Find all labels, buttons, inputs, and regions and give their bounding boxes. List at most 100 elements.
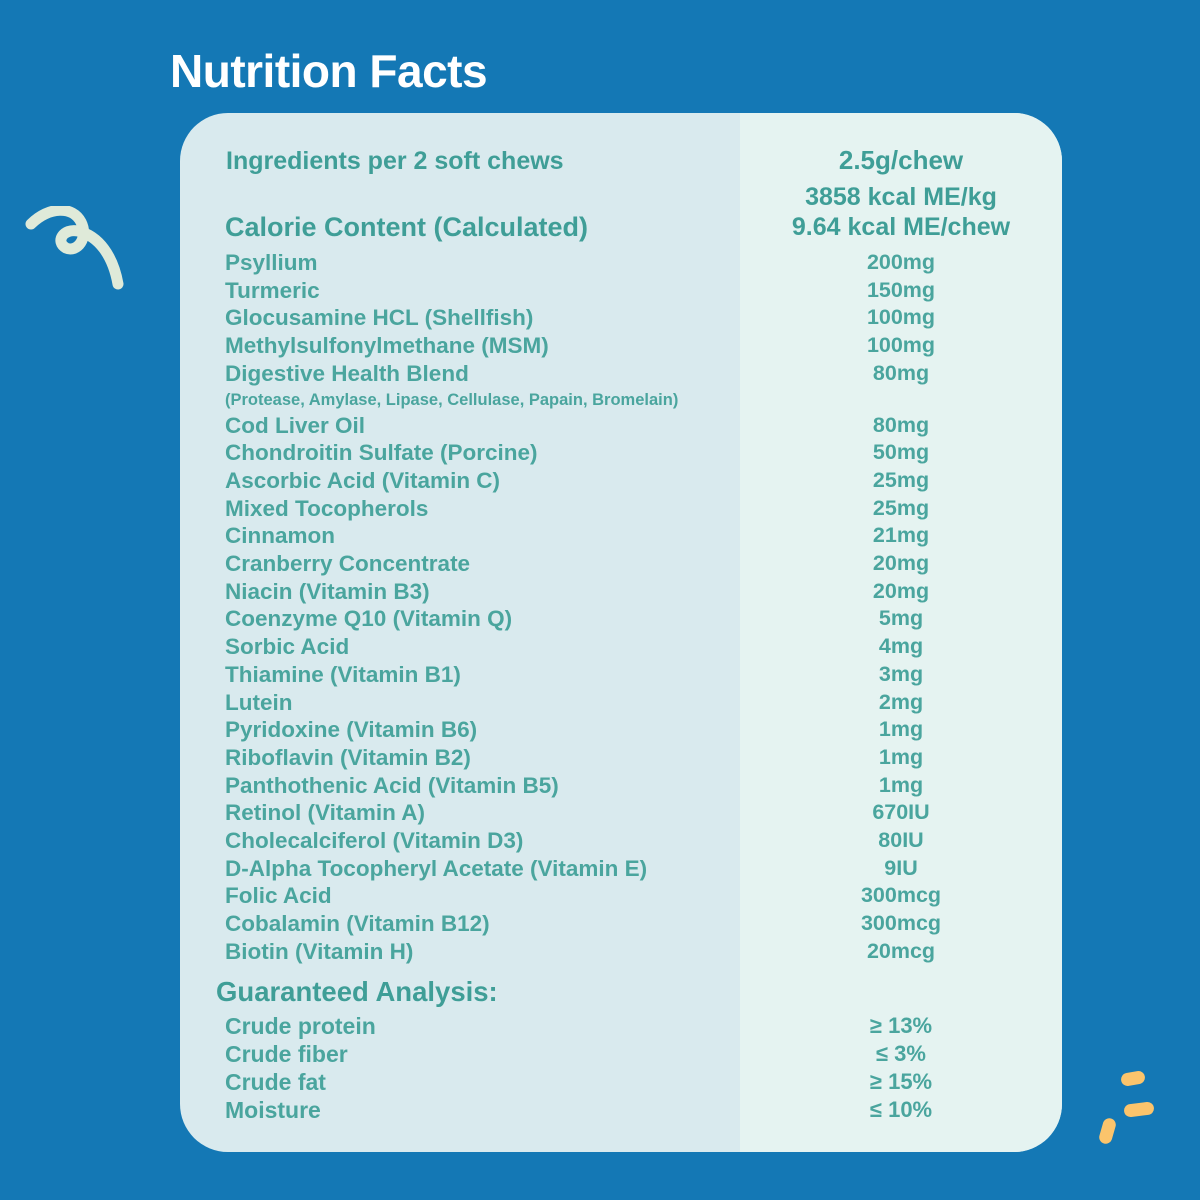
ingredient-note: (Protease, Amylase, Lipase, Cellulase, P… — [225, 390, 679, 409]
row-name: Pyridoxine (Vitamin B6) — [225, 717, 478, 743]
table-row: Cod Liver Oil 80mg — [180, 412, 1062, 440]
row-name: Crude fiber — [225, 1041, 348, 1067]
guaranteed-analysis-table: Crude protein ≥ 13% Crude fiber ≤ 3% Crude f… — [180, 1012, 1062, 1124]
table-row: Riboflavin (Vitamin B2) 1mg — [180, 744, 1062, 772]
table-row: Moisture ≤ 10% — [180, 1096, 1062, 1124]
dash-sparkle-icon — [1097, 1116, 1118, 1146]
row-value: 25mg — [872, 467, 930, 492]
row-name: Cod Liver Oil — [225, 412, 366, 438]
row-name: Moisture — [225, 1097, 321, 1123]
row-value: 50mg — [872, 440, 930, 465]
row-name: Retinol (Vitamin A) — [225, 800, 426, 826]
row-name: Digestive Health Blend — [225, 360, 469, 386]
row-name: Turmeric — [225, 277, 320, 303]
table-row: Lutein 2mg — [180, 689, 1062, 717]
row-name: Niacin (Vitamin B3) — [225, 578, 430, 604]
row-value: 100mg — [866, 333, 936, 358]
table-row: Sorbic Acid 4mg — [180, 633, 1062, 661]
calorie-content-label: Calorie Content (Calculated) — [225, 212, 589, 242]
squiggle-doodle-icon — [25, 206, 124, 290]
row-name: Cholecalciferol (Vitamin D3) — [225, 828, 524, 854]
row-name: Lutein — [225, 689, 293, 715]
row-name: Psyllium — [225, 250, 318, 275]
table-row: Psyllium 200mg — [180, 249, 1062, 277]
row-value: 200mg — [866, 250, 936, 274]
row-name: Glocusamine HCL (Shellfish) — [225, 305, 534, 331]
dash-sparkle-icon — [1120, 1070, 1146, 1087]
table-row: Pyridoxine (Vitamin B6) 1mg — [180, 716, 1062, 744]
row-value: ≤ 3% — [876, 1041, 926, 1066]
row-value: 5mg — [878, 606, 924, 631]
row-value: 20mcg — [866, 938, 936, 963]
table-row: Chondroitin Sulfate (Porcine) 50mg — [180, 439, 1062, 467]
row-value: 80IU — [878, 828, 924, 853]
table-row: Cranberry Concentrate 20mg — [180, 550, 1062, 578]
row-value: 100mg — [866, 305, 936, 330]
row-name: Crude fat — [225, 1069, 326, 1095]
table-row: Cobalamin (Vitamin B12) 300mcg — [180, 910, 1062, 938]
row-value: 1mg — [878, 772, 924, 797]
row-name: Cranberry Concentrate — [225, 551, 471, 577]
ingredients-column-header: Ingredients per 2 soft chews — [226, 147, 564, 175]
row-name: Biotin (Vitamin H) — [225, 938, 414, 964]
kcal-per-kg-value: 3858 kcal ME/kg — [805, 183, 997, 211]
table-row: Cinnamon 21mg — [180, 522, 1062, 550]
guaranteed-analysis-heading: Guaranteed Analysis: — [216, 976, 498, 1007]
row-value: 150mg — [866, 277, 936, 302]
table-row: Niacin (Vitamin B3) 20mg — [180, 578, 1062, 606]
row-name: Folic Acid — [225, 883, 332, 909]
nutrition-card: Ingredients per 2 soft chews 2.5g/chew 3… — [180, 113, 1062, 1152]
table-row: Folic Acid 300mcg — [180, 882, 1062, 910]
row-value: 4mg — [878, 634, 924, 659]
row-value: 2mg — [878, 689, 924, 714]
row-name: Chondroitin Sulfate (Porcine) — [225, 440, 538, 466]
dash-sparkle-icon — [1123, 1101, 1155, 1118]
row-value: ≥ 15% — [869, 1069, 933, 1094]
row-name: Mixed Tocopherols — [225, 495, 429, 521]
row-value: ≤ 10% — [869, 1097, 933, 1122]
row-value: 1mg — [878, 717, 924, 742]
table-row: Methylsulfonylmethane (MSM) 100mg — [180, 332, 1062, 360]
table-row: Coenzyme Q10 (Vitamin Q) 5mg — [180, 605, 1062, 633]
row-name: Panthothenic Acid (Vitamin B5) — [225, 772, 559, 798]
row-value: 80mg — [872, 412, 930, 437]
row-name: Crude protein — [225, 1013, 376, 1039]
table-row: Thiamine (Vitamin B1) 3mg — [180, 661, 1062, 689]
row-name: Sorbic Acid — [225, 634, 350, 660]
row-value: 670IU — [872, 800, 930, 825]
row-name: Cinnamon — [225, 523, 335, 549]
table-row: Cholecalciferol (Vitamin D3) 80IU — [180, 827, 1062, 855]
table-row: D-Alpha Tocopheryl Acetate (Vitamin E) 9I… — [180, 855, 1062, 883]
table-row: Retinol (Vitamin A) 670IU — [180, 799, 1062, 827]
row-value: 1mg — [878, 744, 924, 769]
table-row: Digestive Health Blend 80mg (Protease, Amy… — [180, 360, 1062, 412]
row-name: Thiamine (Vitamin B1) — [225, 661, 461, 687]
row-value: 20mg — [872, 578, 930, 603]
row-name: Methylsulfonylmethane (MSM) — [225, 333, 549, 359]
row-value: 9IU — [884, 855, 918, 880]
values-column-background — [740, 113, 1062, 1152]
row-value: 3mg — [878, 661, 924, 686]
table-row: Crude protein ≥ 13% — [180, 1012, 1062, 1040]
table-row: Mixed Tocopherols 25mg — [180, 495, 1062, 523]
row-name: D-Alpha Tocopheryl Acetate (Vitamin E) — [225, 855, 648, 881]
table-row: Biotin (Vitamin H) 20mcg — [180, 938, 1062, 966]
page-title: Nutrition Facts — [170, 45, 488, 97]
table-row: Glocusamine HCL (Shellfish) 100mg — [180, 304, 1062, 332]
table-row: Crude fat ≥ 15% — [180, 1068, 1062, 1096]
row-name: Riboflavin (Vitamin B2) — [225, 744, 471, 770]
row-value: 25mg — [872, 495, 930, 520]
row-name: Ascorbic Acid (Vitamin C) — [225, 467, 501, 493]
serving-size-value: 2.5g/chew — [838, 145, 964, 175]
table-row: Turmeric 150mg — [180, 277, 1062, 305]
row-value: 20mg — [872, 551, 930, 576]
row-value: 80mg — [872, 360, 930, 385]
kcal-per-chew-value: 9.64 kcal ME/chew — [791, 213, 1011, 241]
table-row: Ascorbic Acid (Vitamin C) 25mg — [180, 467, 1062, 495]
row-name: Coenzyme Q10 (Vitamin Q) — [225, 606, 513, 632]
row-value: ≥ 13% — [869, 1013, 933, 1038]
row-value: 300mcg — [860, 911, 942, 936]
table-row: Panthothenic Acid (Vitamin B5) 1mg — [180, 772, 1062, 800]
ingredients-table: Psyllium 200mg Turmeric 150mg Glocusamine HC… — [180, 249, 1062, 966]
table-row: Crude fiber ≤ 3% — [180, 1040, 1062, 1068]
